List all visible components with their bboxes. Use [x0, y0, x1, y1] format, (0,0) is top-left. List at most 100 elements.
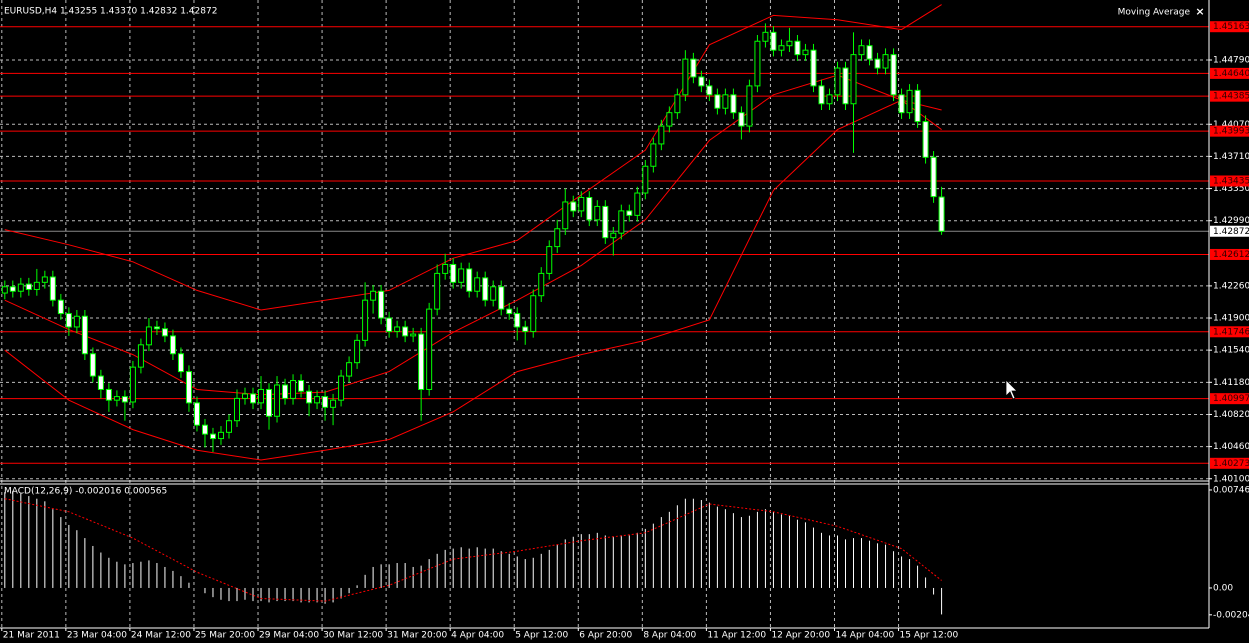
y-tick-label: 1.44790 [1213, 56, 1249, 66]
candle-body [41, 276, 48, 283]
last-price-label: 1.42872 [1213, 227, 1249, 237]
candle-body [858, 45, 865, 56]
y-tick-label: 1.44070 [1213, 120, 1249, 130]
candle-body [554, 228, 561, 248]
candle-body [522, 326, 529, 332]
candle-body [65, 313, 72, 328]
candle-body [17, 283, 24, 292]
y-tick-label: 1.42990 [1213, 216, 1249, 226]
level-tag [1210, 248, 1249, 260]
candle-body [802, 49, 809, 56]
candle-body [81, 315, 88, 355]
candle-body [666, 112, 673, 127]
candle-body [714, 94, 721, 109]
candle-body [642, 165, 649, 194]
candle-body [834, 67, 841, 96]
candle-body [25, 283, 32, 290]
candle-body [330, 399, 337, 408]
candle-body [378, 290, 385, 319]
candle-body [402, 326, 409, 337]
candle-body [450, 263, 457, 283]
candle-body [169, 335, 176, 355]
candle-body [442, 263, 449, 274]
candle-body [137, 344, 144, 368]
candle-body [890, 54, 897, 96]
candle-body [546, 246, 553, 274]
close-button[interactable]: × [1195, 5, 1204, 18]
candle-body [217, 431, 224, 440]
candle-body [346, 362, 353, 377]
candle-body [57, 299, 64, 315]
level-label: 1.43435 [1213, 176, 1249, 186]
x-tick-label: 25 Mar 20:00 [195, 631, 255, 641]
candle-body [370, 290, 377, 301]
x-tick-label: 5 Apr 12:00 [515, 631, 568, 641]
candle-body [618, 210, 625, 234]
x-tick-label: 24 Mar 12:00 [131, 631, 191, 641]
candle-body [498, 286, 505, 310]
candle-body [354, 339, 361, 364]
grid-layer [0, 0, 1209, 628]
candle-body [738, 112, 745, 127]
candle-body [129, 366, 136, 403]
candle-body [426, 308, 433, 390]
y-tick-label: 1.40460 [1213, 442, 1249, 452]
marks-layer [1, 4, 945, 615]
macd-tick-label: 0.00 [1213, 583, 1233, 593]
candle-body [874, 58, 881, 69]
macd-signal [4, 498, 942, 602]
candle-body [586, 197, 593, 221]
x-tick-label: 30 Mar 12:00 [323, 631, 383, 641]
y-tick-label: 1.43350 [1213, 184, 1249, 194]
candle-body [418, 333, 425, 390]
candle-body [826, 94, 833, 105]
candle-body [242, 393, 249, 399]
indicator-label[interactable]: Moving Average [1118, 8, 1191, 18]
candle-body [722, 94, 729, 109]
band-upper [4, 4, 942, 311]
candle-body [322, 396, 329, 408]
candle-body [482, 277, 489, 301]
candle-body [898, 94, 905, 114]
candle-body [290, 380, 297, 399]
x-tick-label: 11 Apr 12:00 [707, 631, 766, 641]
candle-body [201, 424, 208, 435]
candle-body [266, 388, 273, 417]
y-tick-label: 1.40820 [1213, 410, 1249, 420]
candle-body [298, 380, 305, 392]
candle-body [882, 54, 889, 69]
candle-body [233, 397, 240, 422]
candle-body [362, 299, 369, 341]
candle-body [650, 143, 657, 167]
y-tick-label: 1.41540 [1213, 346, 1249, 356]
level-tag [1210, 326, 1249, 338]
x-tick-label: 31 Mar 20:00 [387, 631, 447, 641]
candle-body [922, 121, 929, 158]
candle-body [434, 272, 441, 310]
candle-body [225, 420, 232, 433]
x-tick-label: 8 Apr 04:00 [643, 631, 696, 641]
level-label: 1.44385 [1213, 92, 1249, 102]
candle-body [33, 281, 40, 290]
x-tick-label: 21 Mar 2011 [3, 631, 60, 641]
candle-body [538, 272, 545, 297]
last-price-tag [1210, 225, 1249, 237]
candle-body [914, 89, 921, 123]
level-label: 1.44640 [1213, 69, 1249, 79]
candle-body [49, 276, 56, 301]
candle-body [762, 31, 769, 42]
candle-body [73, 315, 80, 328]
candle-body [282, 384, 289, 399]
candle-body [145, 326, 152, 346]
x-tick-label: 14 Apr 04:00 [835, 631, 894, 641]
level-label: 1.40273 [1213, 459, 1249, 469]
x-tick-label: 4 Apr 04:00 [451, 631, 504, 641]
candle-body [466, 268, 473, 292]
y-tick-label: 1.40100 [1213, 474, 1249, 484]
candle-body [177, 353, 184, 373]
candle-body [97, 375, 104, 390]
level-tag [1210, 393, 1249, 405]
candle-body [770, 31, 777, 51]
candle-body [338, 375, 345, 401]
chart-title: EURUSD,H4 1.43255 1.43370 1.42832 1.4287… [4, 7, 217, 17]
